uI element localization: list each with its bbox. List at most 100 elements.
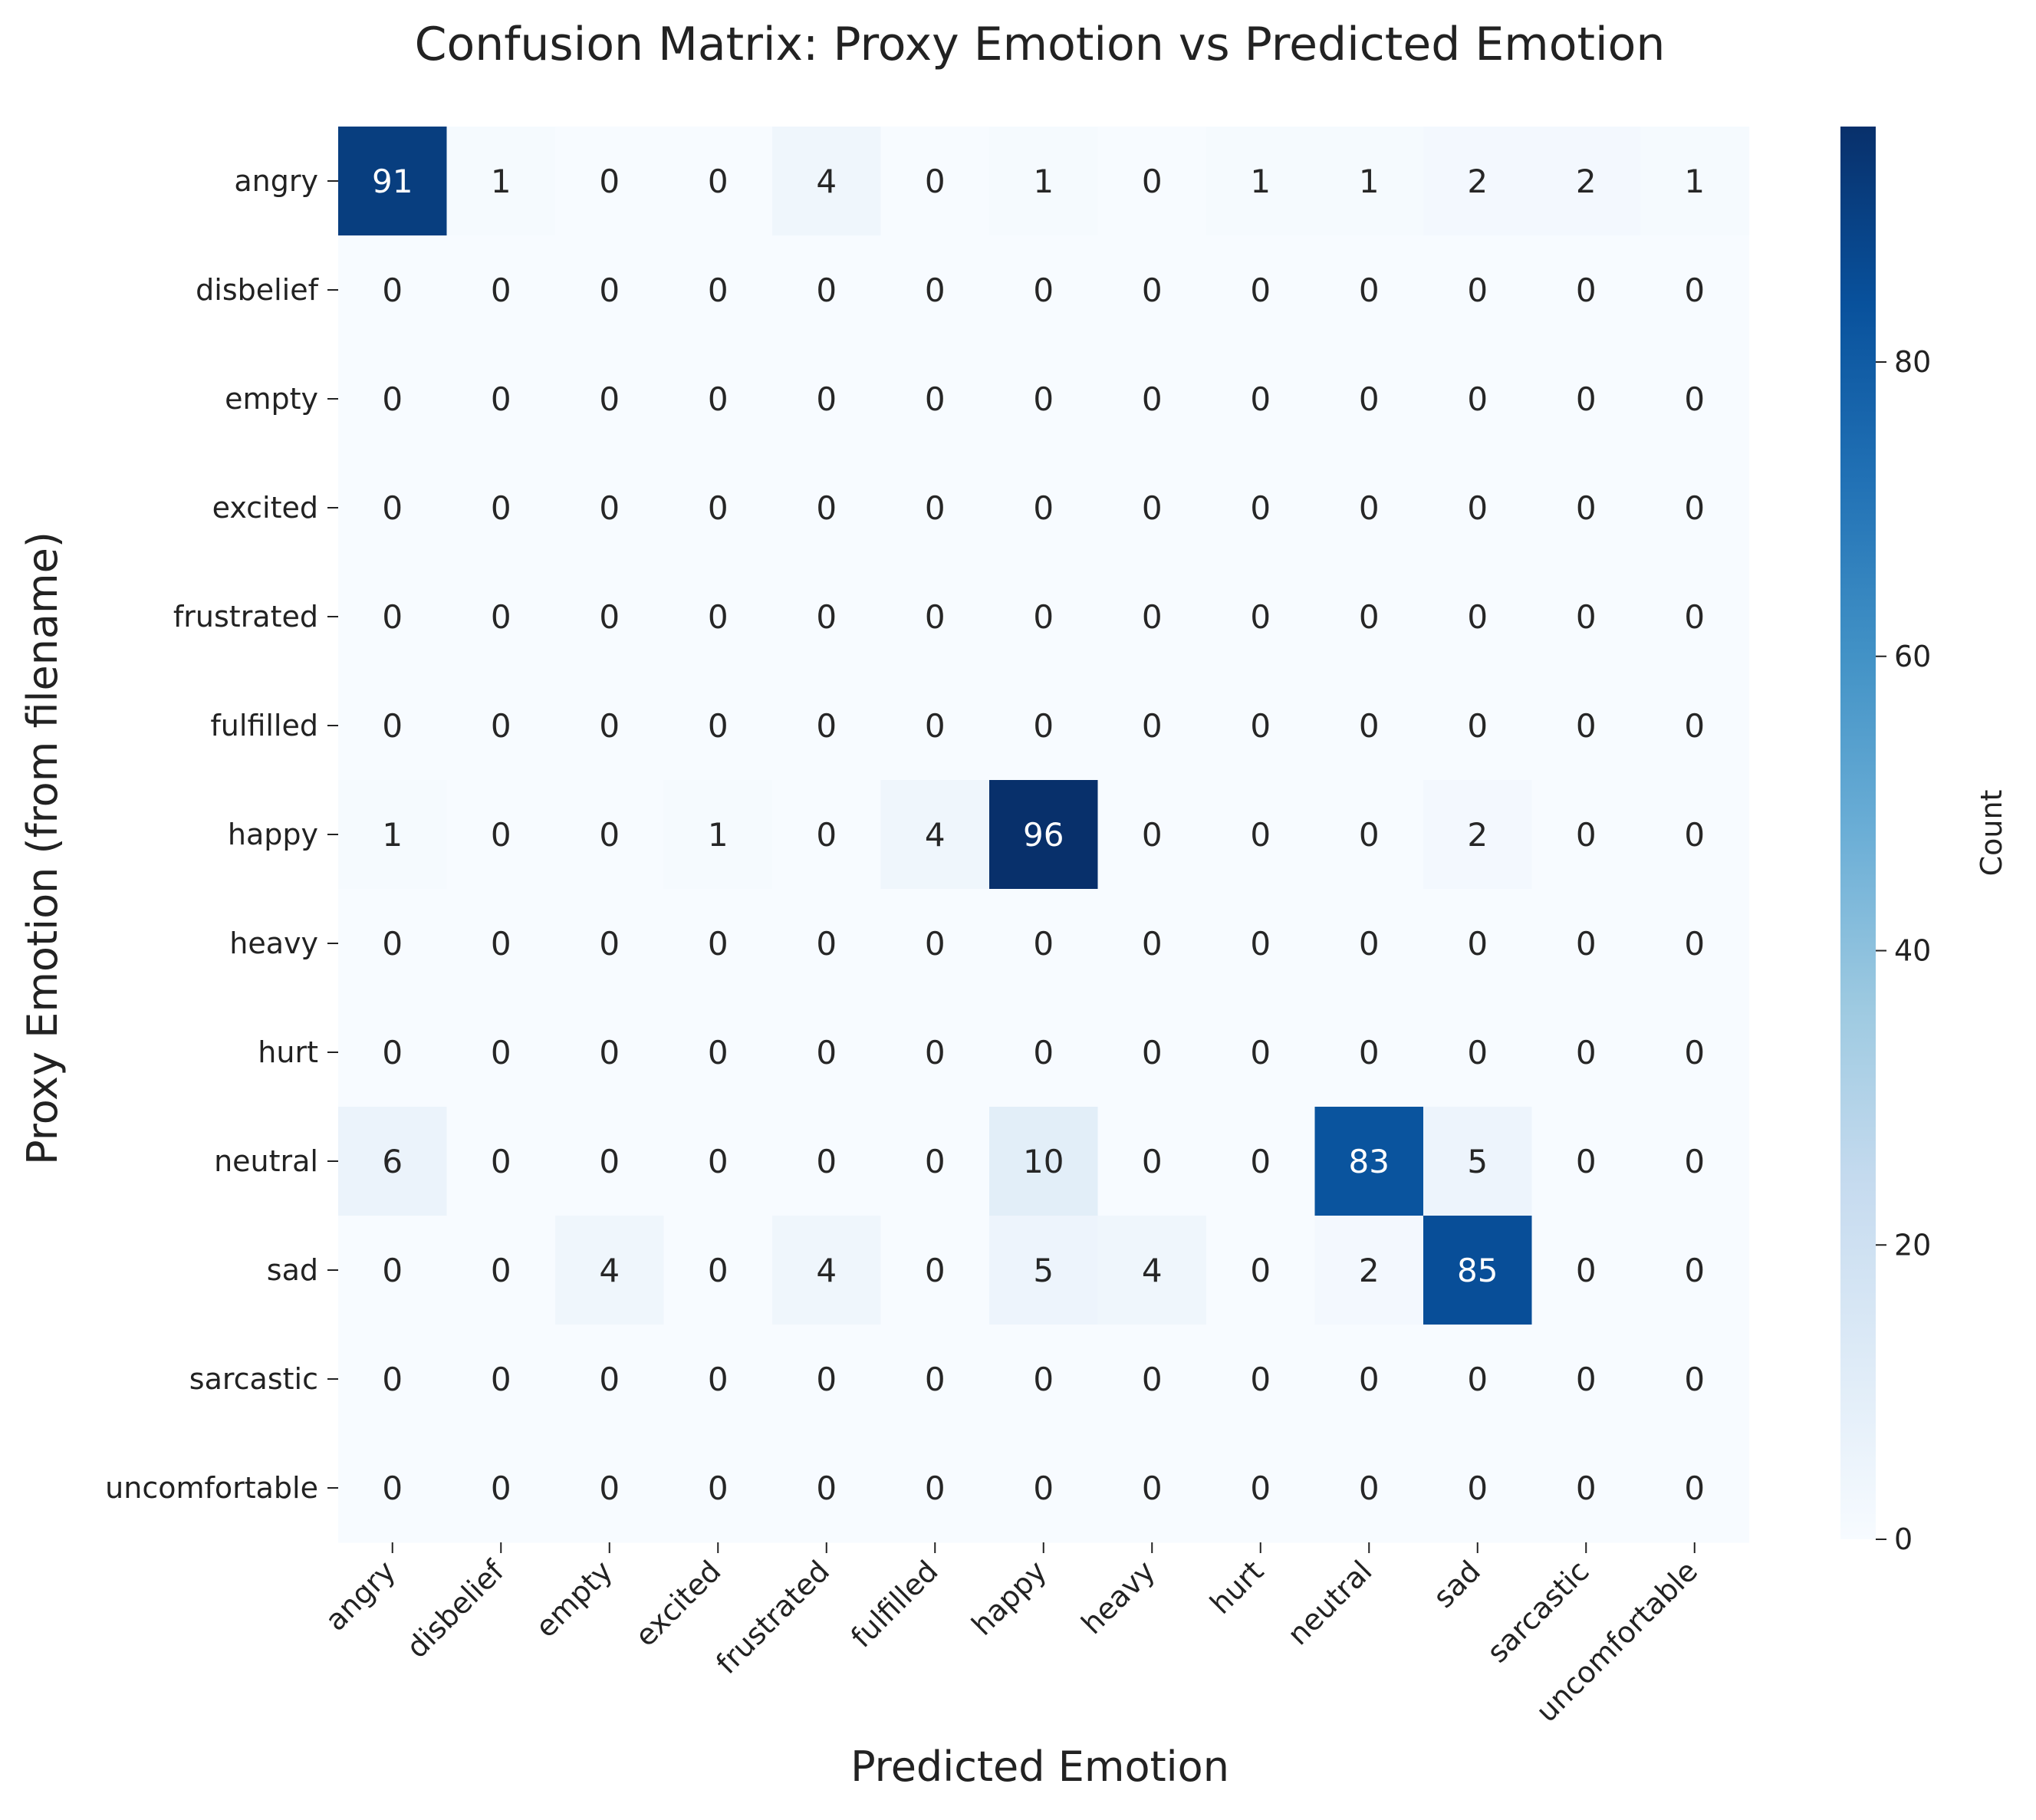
heatmap-cell <box>1206 671 1316 781</box>
x-tick-label: neutral <box>1281 1554 1378 1651</box>
cell-value-label: 0 <box>1576 816 1597 854</box>
heatmap-cell <box>880 889 990 999</box>
cell-value-label: 0 <box>816 707 837 745</box>
cell-value-label: 0 <box>491 1034 511 1071</box>
cell-value-label: 0 <box>1142 707 1163 745</box>
cell-value-label: 0 <box>599 925 620 963</box>
cell-value-label: 0 <box>1033 598 1054 636</box>
cell-value-label: 0 <box>1250 816 1271 854</box>
cell-value-label: 0 <box>599 1361 620 1398</box>
cell-value-label: 0 <box>1142 163 1163 200</box>
cell-value-label: 4 <box>1142 1252 1163 1289</box>
heatmap-cell <box>1531 998 1641 1107</box>
heatmap-cell <box>555 1216 665 1325</box>
cell-value-label: 0 <box>1359 925 1380 963</box>
x-tick-label: excited <box>629 1554 728 1653</box>
heatmap-cell <box>772 1433 882 1543</box>
heatmap-cell <box>880 1325 990 1434</box>
heatmap-cell <box>1097 562 1207 672</box>
heatmap-cell <box>1423 344 1533 454</box>
cell-value-label: 0 <box>1467 489 1488 527</box>
colorbar-tick-label: 80 <box>1894 345 1931 379</box>
heatmap-cell <box>989 1216 1099 1325</box>
heatmap-cell <box>989 998 1099 1107</box>
heatmap-cell <box>663 780 773 890</box>
heatmap-cell <box>555 998 665 1107</box>
cell-value-label: 0 <box>925 489 946 527</box>
cell-value-label: 0 <box>491 489 511 527</box>
colorbar-tick-label: 40 <box>1894 934 1931 968</box>
heatmap-cell <box>1531 1107 1641 1216</box>
cell-value-label: 0 <box>1576 1469 1597 1507</box>
cell-value-label: 1 <box>708 816 729 854</box>
heatmap-cell <box>1206 1433 1316 1543</box>
cell-value-label: 0 <box>491 598 511 636</box>
cell-value-label: 0 <box>708 1034 729 1071</box>
heatmap-cell <box>1206 344 1316 454</box>
cell-value-label: 0 <box>816 272 837 309</box>
x-tick-label: heavy <box>1075 1554 1162 1641</box>
heatmap-cell <box>1531 453 1641 563</box>
heatmap-cell <box>989 344 1099 454</box>
cell-value-label: 2 <box>1359 1252 1380 1289</box>
x-tick-label: angry <box>318 1554 402 1637</box>
heatmap-cell <box>1097 1433 1207 1543</box>
heatmap-cell <box>555 671 665 781</box>
cell-value-label: 0 <box>1467 1469 1488 1507</box>
cell-value-label: 0 <box>491 1143 511 1180</box>
cell-value-label: 5 <box>1033 1252 1054 1289</box>
cell-value-label: 0 <box>382 1252 403 1289</box>
cell-value-label: 0 <box>599 272 620 309</box>
cell-value-label: 0 <box>708 489 729 527</box>
heatmap-cell <box>446 127 556 236</box>
cell-value-label: 0 <box>599 489 620 527</box>
cell-value-label: 0 <box>1250 598 1271 636</box>
cell-value-label: 0 <box>1250 1469 1271 1507</box>
heatmap-cell <box>880 1216 990 1325</box>
cell-value-label: 0 <box>382 380 403 418</box>
cell-value-label: 0 <box>1142 1034 1163 1071</box>
cell-value-label: 0 <box>1684 1034 1705 1071</box>
heatmap-cell <box>989 780 1099 890</box>
heatmap-cell <box>1097 235 1207 345</box>
cell-value-label: 0 <box>1684 1469 1705 1507</box>
heatmap-cell <box>555 889 665 999</box>
cell-value-label: 0 <box>599 707 620 745</box>
heatmap-cell <box>1640 1433 1750 1543</box>
cell-value-label: 2 <box>1467 816 1488 854</box>
cell-value-label: 0 <box>1576 1143 1597 1180</box>
cell-value-label: 0 <box>925 925 946 963</box>
x-tick-label: happy <box>965 1554 1053 1642</box>
cell-value-label: 83 <box>1349 1143 1390 1180</box>
cell-value-label: 0 <box>1250 925 1271 963</box>
heatmap-cell <box>663 1216 773 1325</box>
heatmap-cell <box>1640 889 1750 999</box>
heatmap-cell <box>880 780 990 890</box>
cell-value-label: 0 <box>1033 707 1054 745</box>
cell-value-label: 4 <box>925 816 946 854</box>
heatmap-cell <box>772 998 882 1107</box>
cell-value-label: 4 <box>816 163 837 200</box>
heatmap-cell <box>446 1325 556 1434</box>
cell-value-label: 0 <box>1142 1469 1163 1507</box>
cell-value-label: 0 <box>925 1034 946 1071</box>
cell-value-label: 0 <box>1576 1252 1597 1289</box>
cell-value-label: 0 <box>1467 925 1488 963</box>
heatmap-cell <box>338 344 448 454</box>
heatmap-cell <box>1206 127 1316 236</box>
heatmap-cell <box>1423 127 1533 236</box>
heatmap-cell <box>663 127 773 236</box>
heatmap-cell <box>1640 1107 1750 1216</box>
x-tick-label: sad <box>1426 1554 1487 1614</box>
cell-value-label: 0 <box>816 489 837 527</box>
chart-title: Confusion Matrix: Proxy Emotion vs Predi… <box>415 18 1666 71</box>
cell-value-label: 0 <box>708 925 729 963</box>
cell-value-label: 0 <box>491 925 511 963</box>
cell-value-label: 85 <box>1457 1252 1498 1289</box>
heatmap-cell <box>880 344 990 454</box>
heatmap-cell <box>772 562 882 672</box>
cell-value-label: 0 <box>1359 598 1380 636</box>
heatmap-cell <box>1423 1433 1533 1543</box>
cell-value-label: 0 <box>382 272 403 309</box>
heatmap-cell <box>1097 1107 1207 1216</box>
